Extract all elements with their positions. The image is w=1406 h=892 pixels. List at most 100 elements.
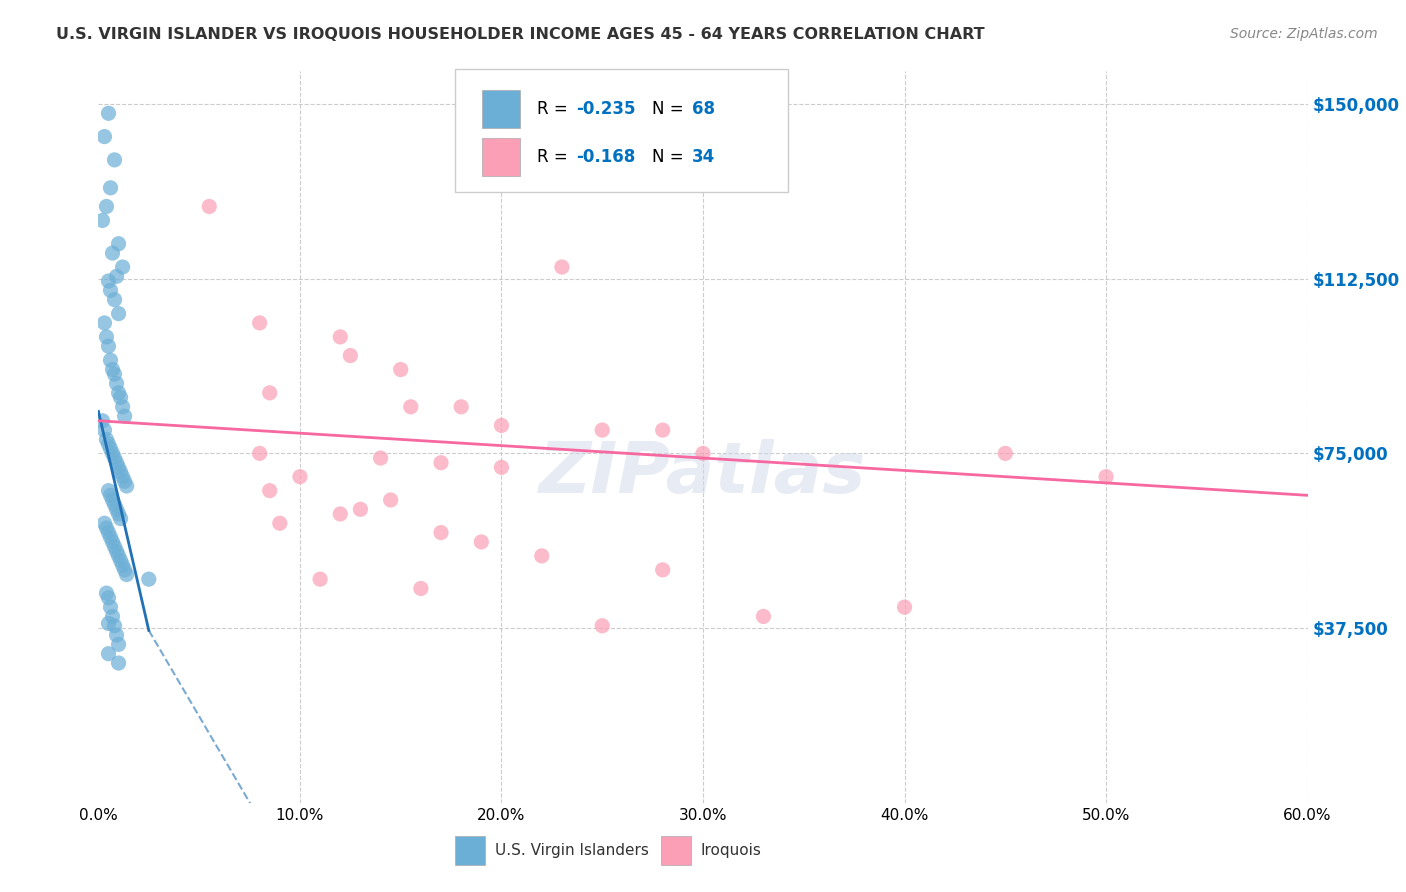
Text: Source: ZipAtlas.com: Source: ZipAtlas.com — [1230, 27, 1378, 41]
FancyBboxPatch shape — [456, 70, 787, 192]
Point — [409, 582, 432, 596]
Bar — [661, 836, 690, 865]
Point — [110, 391, 132, 405]
Text: 68: 68 — [692, 100, 716, 118]
Text: Iroquois: Iroquois — [700, 843, 762, 858]
Point — [96, 433, 118, 447]
Point — [107, 460, 129, 475]
Point — [893, 600, 915, 615]
Point — [93, 516, 115, 531]
Point — [380, 493, 402, 508]
Point — [103, 293, 125, 307]
Point — [249, 446, 271, 460]
Point — [101, 446, 124, 460]
Point — [97, 525, 120, 540]
Point — [111, 400, 134, 414]
Point — [591, 423, 613, 437]
Point — [91, 213, 114, 227]
Text: U.S. Virgin Islanders: U.S. Virgin Islanders — [495, 843, 650, 858]
Point — [259, 385, 281, 400]
Point — [430, 456, 453, 470]
Point — [105, 502, 128, 516]
Point — [110, 553, 132, 567]
Point — [110, 511, 132, 525]
Point — [91, 414, 114, 428]
Point — [309, 572, 332, 586]
Point — [97, 483, 120, 498]
Point — [551, 260, 574, 274]
Point — [491, 418, 513, 433]
Point — [96, 586, 118, 600]
Point — [107, 385, 129, 400]
Point — [111, 558, 134, 573]
Point — [96, 199, 118, 213]
Point — [450, 400, 472, 414]
Point — [370, 451, 392, 466]
Point — [107, 549, 129, 563]
Text: 34: 34 — [692, 148, 716, 166]
Point — [96, 521, 118, 535]
Point — [103, 619, 125, 633]
Point — [107, 656, 129, 670]
Text: N =: N = — [652, 100, 689, 118]
Point — [111, 260, 134, 274]
Point — [288, 469, 311, 483]
Bar — [456, 836, 485, 865]
Point — [269, 516, 291, 531]
Point — [97, 339, 120, 353]
Point — [349, 502, 371, 516]
Point — [259, 483, 281, 498]
Point — [103, 367, 125, 381]
Point — [530, 549, 553, 563]
Text: N =: N = — [652, 148, 689, 166]
Point — [97, 591, 120, 605]
Point — [103, 153, 125, 167]
Point — [100, 442, 122, 456]
Point — [105, 544, 128, 558]
Point — [994, 446, 1017, 460]
Point — [329, 507, 352, 521]
Text: ZIPatlas: ZIPatlas — [540, 439, 866, 508]
Point — [100, 181, 122, 195]
Point — [103, 540, 125, 554]
Point — [491, 460, 513, 475]
Text: U.S. VIRGIN ISLANDER VS IROQUOIS HOUSEHOLDER INCOME AGES 45 - 64 YEARS CORRELATI: U.S. VIRGIN ISLANDER VS IROQUOIS HOUSEHO… — [56, 27, 984, 42]
Text: R =: R = — [537, 148, 574, 166]
Point — [101, 246, 124, 260]
Point — [93, 423, 115, 437]
Point — [103, 498, 125, 512]
Text: -0.168: -0.168 — [576, 148, 636, 166]
Point — [101, 493, 124, 508]
Point — [110, 465, 132, 479]
Point — [430, 525, 453, 540]
Point — [651, 423, 673, 437]
Point — [114, 563, 136, 577]
Point — [249, 316, 271, 330]
Point — [692, 446, 714, 460]
Point — [100, 530, 122, 544]
Point — [107, 637, 129, 651]
Point — [100, 353, 122, 368]
Point — [1095, 469, 1118, 483]
Point — [101, 535, 124, 549]
Point — [101, 609, 124, 624]
Point — [198, 199, 221, 213]
Text: R =: R = — [537, 100, 574, 118]
Point — [100, 283, 122, 297]
Point — [329, 330, 352, 344]
Point — [105, 628, 128, 642]
Point — [105, 269, 128, 284]
Point — [114, 475, 136, 489]
Point — [389, 362, 412, 376]
Point — [752, 609, 775, 624]
Point — [107, 507, 129, 521]
Point — [107, 236, 129, 251]
Point — [115, 479, 138, 493]
Point — [96, 330, 118, 344]
Point — [93, 316, 115, 330]
Point — [97, 647, 120, 661]
Point — [97, 274, 120, 288]
Text: -0.235: -0.235 — [576, 100, 636, 118]
Point — [101, 362, 124, 376]
Point — [591, 619, 613, 633]
